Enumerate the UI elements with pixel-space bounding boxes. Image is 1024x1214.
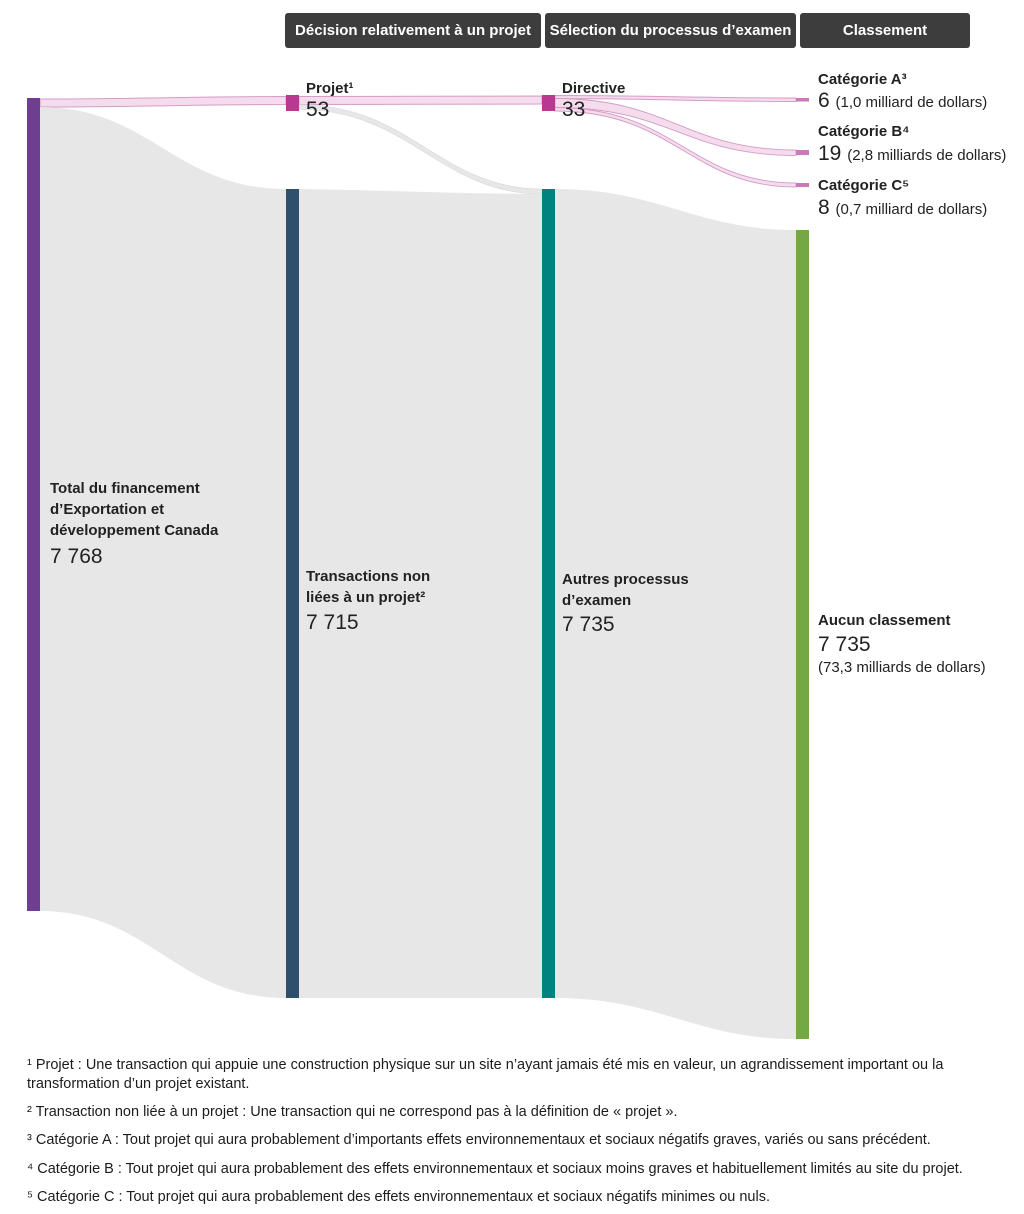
value-total-financement: 7 768 bbox=[50, 545, 103, 568]
footnote-1: ¹ Projet : Une transaction qui appuie un… bbox=[27, 1057, 944, 1093]
categorie-b-dollars: (2,8 milliards de dollars) bbox=[847, 147, 1007, 164]
label-categorie-c: Catégorie C⁵ bbox=[818, 177, 910, 194]
categorie-a-count: 6 bbox=[818, 89, 830, 112]
value-autres-processus: 7 735 bbox=[562, 613, 615, 636]
categorie-c-count: 8 bbox=[818, 196, 830, 219]
node-autres-processus bbox=[542, 189, 555, 998]
footnote-5: ⁵ Catégorie C : Tout projet qui aura pro… bbox=[27, 1188, 770, 1205]
node-categorie-b-tick bbox=[796, 150, 809, 155]
categorie-b-count: 19 bbox=[818, 142, 842, 165]
label-projet: Projet¹ bbox=[306, 80, 354, 97]
node-categorie-a-tick bbox=[796, 98, 809, 102]
flow-projet-to-autres bbox=[298, 104, 543, 195]
node-transactions-non-projet bbox=[286, 189, 299, 998]
flow-total-to-projet bbox=[39, 95, 287, 108]
flow-directive-to-cat-c bbox=[554, 107, 797, 188]
stage-header-decision-projet: Décision relativement à un projet bbox=[285, 13, 541, 48]
footnote-2: ² Transaction non liée à un projet : Une… bbox=[27, 1104, 678, 1121]
value-projet: 53 bbox=[306, 98, 330, 121]
footnote-4: ⁴ Catégorie B : Tout projet qui aura pro… bbox=[27, 1160, 963, 1177]
node-aucun-classement bbox=[796, 230, 809, 1039]
value-categorie-b: 19 (2,8 milliards de dollars) bbox=[818, 142, 1006, 166]
sankey-canvas bbox=[27, 95, 809, 1039]
node-categorie-c-tick bbox=[796, 183, 809, 187]
label-autres-processus: Autres processus d’examen bbox=[562, 571, 689, 609]
flow-total-to-nonprojet bbox=[40, 107, 286, 998]
label-categorie-b: Catégorie B⁴ bbox=[818, 123, 910, 140]
flow-nonprojet-to-autres bbox=[299, 189, 542, 998]
label-categorie-a: Catégorie A³ bbox=[818, 71, 907, 88]
value-transactions-non-projet: 7 715 bbox=[306, 611, 359, 634]
value-categorie-a: 6 (1,0 milliard de dollars) bbox=[818, 89, 987, 113]
stage-header-classement: Classement bbox=[800, 13, 970, 48]
label-total-financement: Total du financement d’Exportation et dé… bbox=[50, 480, 219, 539]
footnote-3: ³ Catégorie A : Tout projet qui aura pro… bbox=[27, 1132, 931, 1149]
flow-directive-to-cat-b bbox=[554, 98, 797, 156]
detail-aucun-classement: (73,3 milliards de dollars) bbox=[818, 659, 986, 676]
categorie-c-dollars: (0,7 milliard de dollars) bbox=[835, 201, 988, 218]
value-directive: 33 bbox=[562, 98, 586, 121]
node-directive bbox=[542, 95, 555, 111]
stage-header-selection-processus: Sélection du processus d’examen bbox=[545, 13, 796, 48]
node-total-financement bbox=[27, 98, 40, 911]
label-aucun-classement: Aucun classement bbox=[818, 612, 951, 629]
categorie-a-dollars: (1,0 milliard de dollars) bbox=[835, 94, 988, 111]
label-directive: Directive bbox=[562, 80, 626, 97]
label-transactions-non-projet: Transactions non liées à un projet² bbox=[306, 568, 431, 606]
node-projet bbox=[286, 95, 299, 111]
flow-autres-to-aucun bbox=[555, 189, 796, 1039]
footnotes: ¹ Projet : Une transaction qui appuie un… bbox=[27, 1056, 1007, 1214]
value-categorie-c: 8 (0,7 milliard de dollars) bbox=[818, 196, 987, 220]
value-aucun-classement: 7 735 bbox=[818, 633, 871, 656]
